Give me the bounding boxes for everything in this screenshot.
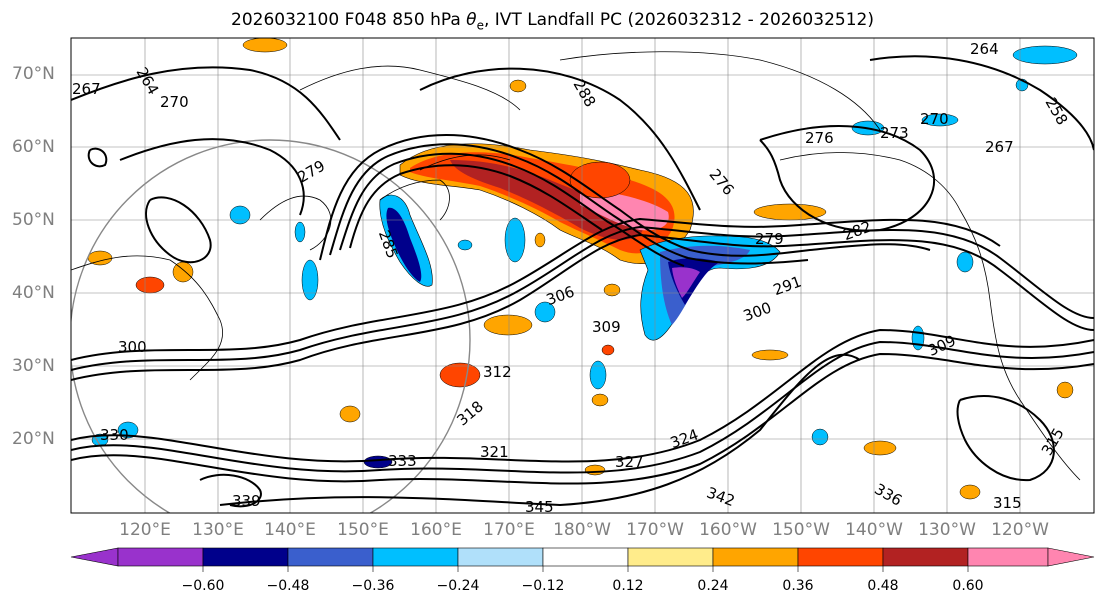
colorbar-swatch	[372, 547, 459, 567]
lon-label: 170°W	[626, 520, 684, 540]
lon-label: 150°E	[337, 520, 389, 540]
colorbar-tick-label: −0.24	[436, 578, 480, 594]
colorbar-swatch	[627, 547, 714, 567]
colorbar-swatch	[70, 547, 119, 567]
colorbar-swatch	[287, 547, 374, 567]
theta-e-contours	[71, 55, 1094, 508]
colorbar-swatch	[967, 547, 1049, 567]
colorbar-tick-label: 0.36	[782, 578, 814, 594]
lon-label: 170°E	[483, 520, 535, 540]
lon-label: 150°W	[772, 520, 830, 540]
lon-label: 120°E	[119, 520, 171, 540]
colorbar-tick-label: 0.48	[867, 578, 899, 594]
contour-label: 321	[480, 443, 509, 461]
colorbar-swatch	[117, 547, 204, 567]
lon-label: 120°W	[991, 520, 1049, 540]
lon-label: 140°W	[845, 520, 903, 540]
lat-label: 40°N	[12, 283, 55, 303]
contour-label: 333	[388, 452, 417, 470]
colorbar-tick-label: −0.12	[521, 578, 565, 594]
west-negative-core	[386, 207, 422, 282]
colorbar-tick-label: 0.60	[952, 578, 984, 594]
colorbar-tick-label: −0.36	[351, 578, 395, 594]
contour-label: 339	[232, 492, 261, 510]
colorbar-tick-label: −0.60	[181, 578, 225, 594]
colorbar-tick-label: 0.24	[697, 578, 729, 594]
lat-label: 20°N	[12, 429, 55, 449]
lon-label: 130°W	[918, 520, 976, 540]
contour-label: 300	[118, 338, 147, 356]
contour-label: 273	[880, 124, 909, 142]
lon-label: 160°E	[410, 520, 462, 540]
map-background	[71, 38, 1094, 513]
contour-label: 327	[615, 453, 644, 471]
range-ring	[71, 139, 471, 513]
colorbar	[70, 547, 1095, 572]
colorbar-swatch	[202, 547, 289, 567]
lon-label: 140°E	[264, 520, 316, 540]
lat-label: 60°N	[12, 137, 55, 157]
contour-label: 270	[920, 110, 949, 128]
contour-label: 279	[755, 230, 784, 248]
lat-label: 50°N	[12, 210, 55, 230]
contour-label: 267	[985, 138, 1014, 156]
colorbar-swatch	[712, 547, 799, 567]
colorbar-tick-label: 0.12	[612, 578, 644, 594]
contour-label: 264	[970, 40, 999, 58]
contour-label: 312	[483, 363, 512, 381]
coastlines	[71, 51, 1081, 481]
contour-label: 315	[993, 494, 1022, 512]
colorbar-swatch	[882, 547, 969, 567]
contour-label: 330	[100, 426, 129, 444]
contour-label: 267	[72, 80, 101, 98]
contour-label: 276	[805, 129, 834, 147]
colorbar-swatch	[457, 547, 544, 567]
contour-label: 309	[592, 318, 621, 336]
colorbar-swatch	[542, 547, 629, 567]
lat-label: 30°N	[12, 356, 55, 376]
lon-label: 160°W	[699, 520, 757, 540]
contour-label: 345	[525, 498, 554, 516]
lon-label: 130°E	[192, 520, 244, 540]
negative-anomaly-deep	[672, 267, 700, 298]
contour-label: 270	[160, 93, 189, 111]
colorbar-tick-label: −0.48	[266, 578, 310, 594]
lat-label: 70°N	[12, 64, 55, 84]
colorbar-swatch	[1047, 547, 1095, 567]
lon-label: 180°W	[553, 520, 611, 540]
map-frame	[70, 37, 1095, 514]
colorbar-swatch	[797, 547, 884, 567]
map-title: 2026032100 F048 850 hPa θe, IVT Landfall…	[231, 10, 874, 33]
